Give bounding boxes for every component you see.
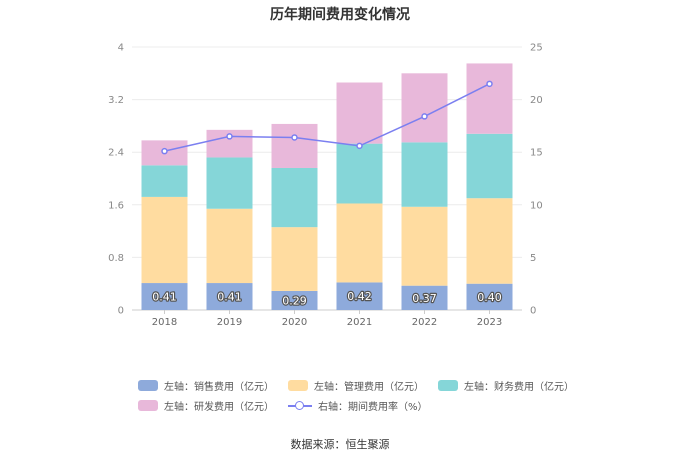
- legend-label-admin: 左轴：管理费用（亿元）: [314, 382, 424, 393]
- legend-label-rd: 左轴：研发费用（亿元）: [164, 402, 274, 413]
- bar-segment-0: [271, 290, 318, 310]
- legend-row-1: 左轴：销售费用（亿元） 左轴：管理费用（亿元） 左轴：财务费用（亿元）: [138, 378, 588, 393]
- bar-segment-2: [336, 143, 383, 204]
- data-source: 数据来源：恒生聚源: [290, 438, 390, 451]
- y-right-tick-label: 0: [530, 306, 536, 317]
- bar-segment-1: [206, 208, 253, 284]
- bar-segment-1: [141, 196, 188, 284]
- bar-segment-1: [271, 227, 318, 291]
- legend-swatch-sales: [138, 380, 158, 391]
- rate-point: [421, 113, 428, 120]
- y-left-tick-label: 1.6: [108, 200, 124, 211]
- y-right-tick-label: 15: [530, 148, 543, 159]
- rate-point: [291, 134, 298, 141]
- legend-row-2: 左轴：研发费用（亿元） 右轴：期间费用率（%）: [138, 398, 442, 413]
- legend-label-finance: 左轴：财务费用（亿元）: [464, 382, 574, 393]
- legend-item-finance[interactable]: 左轴：财务费用（亿元）: [438, 378, 574, 393]
- y-right-tick-label: 10: [530, 200, 543, 211]
- bar-data-label: 0.41: [217, 291, 242, 304]
- x-tick-label: 2018: [152, 317, 177, 328]
- y-left-tick-label: 3.2: [108, 95, 124, 106]
- x-tick-label: 2021: [347, 317, 372, 328]
- rate-point: [226, 133, 233, 140]
- bar-segment-1: [336, 203, 383, 283]
- y-right-tick-label: 20: [530, 95, 543, 106]
- bar-segment-0: [206, 283, 253, 310]
- legend-swatch-rate: [288, 400, 312, 411]
- bar-segment-0: [466, 283, 513, 310]
- bar-data-label: 0.29: [282, 294, 307, 307]
- bar-segment-0: [336, 282, 383, 310]
- bar-segment-0: [141, 283, 188, 310]
- bar-segment-1: [466, 198, 513, 284]
- bar-data-label: 0.41: [152, 291, 177, 304]
- bar-segment-3: [401, 73, 448, 143]
- rate-point: [486, 80, 493, 88]
- y-left-tick-label: 0.8: [108, 253, 124, 264]
- x-tick-label: 2020: [282, 317, 307, 328]
- bar-segment-2: [141, 165, 188, 197]
- legend-swatch-finance: [438, 380, 458, 391]
- bar-segment-1: [401, 206, 448, 286]
- rate-point: [356, 142, 363, 150]
- rate-point: [161, 147, 168, 155]
- chart-title: 历年期间费用变化情况: [270, 7, 410, 23]
- bar-data-label: 0.42: [347, 290, 372, 303]
- bar-segment-3: [271, 123, 318, 168]
- bar-segment-2: [466, 133, 513, 199]
- legend-swatch-admin: [288, 380, 308, 391]
- legend-label-sales: 左轴：销售费用（亿元）: [164, 382, 274, 393]
- bar-segment-2: [271, 167, 318, 228]
- rate-line: [164, 83, 490, 152]
- x-tick-label: 2023: [477, 317, 502, 328]
- y-right-tick-label: 25: [530, 43, 543, 54]
- bar-data-label: 0.40: [477, 291, 502, 304]
- legend-item-rate[interactable]: 右轴：期间费用率（%）: [288, 398, 428, 413]
- bar-segment-2: [401, 142, 448, 207]
- legend-item-admin[interactable]: 左轴：管理费用（亿元）: [288, 378, 424, 393]
- legend-label-rate: 右轴：期间费用率（%）: [318, 402, 428, 413]
- legend-swatch-rd: [138, 400, 158, 411]
- y-left-tick-label: 2.4: [108, 148, 124, 159]
- bar-data-label: 0.37: [412, 292, 437, 305]
- bar-segment-3: [336, 82, 383, 144]
- bar-segment-0: [401, 285, 448, 310]
- x-tick-label: 2022: [412, 317, 437, 328]
- legend-item-rd[interactable]: 左轴：研发费用（亿元）: [138, 398, 274, 413]
- x-tick-label: 2019: [217, 317, 242, 328]
- legend-item-sales[interactable]: 左轴：销售费用（亿元）: [138, 378, 274, 393]
- y-right-tick-label: 5: [530, 253, 536, 264]
- bar-segment-3: [466, 63, 513, 134]
- y-left-tick-label: 0: [118, 306, 124, 317]
- bar-segment-2: [206, 157, 253, 209]
- y-left-tick-label: 4: [118, 43, 124, 54]
